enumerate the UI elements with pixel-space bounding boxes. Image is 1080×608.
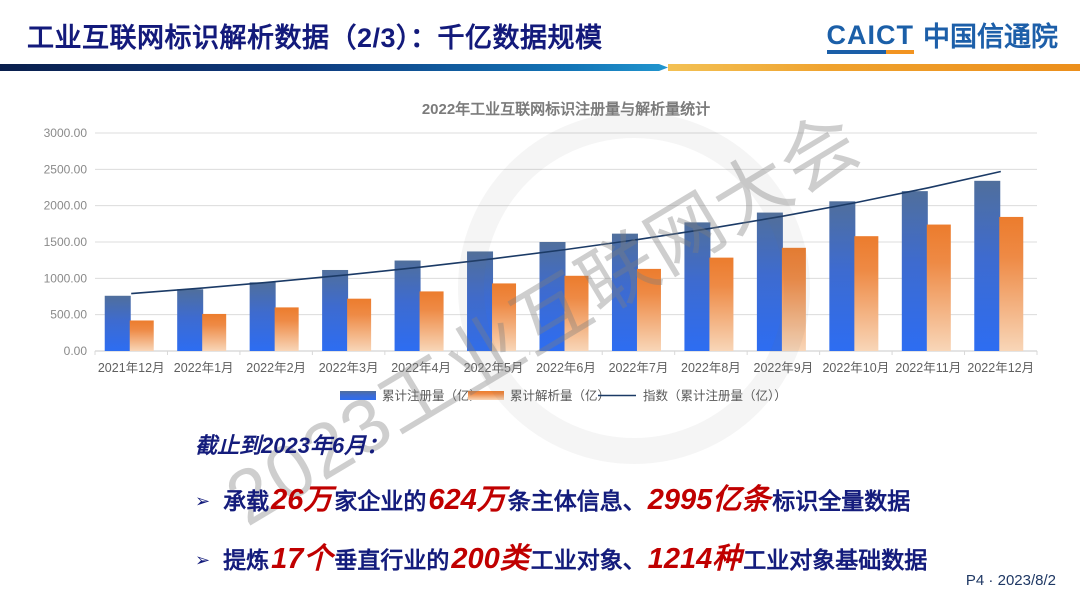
note-text: 承载 bbox=[223, 488, 270, 514]
footer-page-info: P4 · 2023/8/2 bbox=[965, 572, 1056, 589]
note-text: 提炼 bbox=[223, 547, 270, 573]
highlight-number: 26万 bbox=[271, 484, 333, 516]
caict-logo-name: 中国信通院 bbox=[923, 22, 1058, 52]
bar-registration bbox=[394, 260, 421, 351]
x-axis-label: 2021年12月 bbox=[98, 361, 165, 375]
bar-resolution bbox=[926, 224, 951, 351]
highlight-number: 200类 bbox=[451, 543, 529, 575]
y-axis-label: 0.00 bbox=[64, 344, 88, 358]
y-axis-label: 3000.00 bbox=[44, 126, 88, 140]
bar-resolution bbox=[999, 216, 1024, 351]
header: 工业互联网标识解析数据（2/3）：千亿数据规模 CAICT 中国信通院 bbox=[0, 0, 1080, 64]
note-bullet: ➢ 提炼 17个 垂直行业的 200类 工业对象、 1214种 工业对象基础数据 bbox=[195, 535, 927, 577]
x-axis-label: 2022年2月 bbox=[246, 361, 306, 375]
bullet-arrow-icon: ➢ bbox=[195, 491, 211, 511]
notes-section: 截止到2023年6月： ➢ 承载 26万 家企业的 624万 条主体信息、 2995亿条 标识… bbox=[195, 428, 927, 594]
bar-resolution bbox=[274, 307, 299, 351]
bar-resolution bbox=[347, 298, 372, 351]
highlight-number: 624万 bbox=[428, 484, 506, 516]
logo-underline-orange bbox=[886, 50, 914, 54]
notes-heading: 截止到2023年6月： bbox=[195, 433, 389, 458]
note-text: 工业对象基础数据 bbox=[743, 547, 928, 573]
bar-registration bbox=[901, 191, 928, 351]
x-axis-label: 2022年12月 bbox=[967, 361, 1034, 375]
header-divider bbox=[0, 64, 1080, 71]
note-text: 家企业的 bbox=[334, 488, 427, 514]
x-axis-label: 2022年3月 bbox=[319, 361, 379, 375]
bar-resolution bbox=[129, 320, 154, 351]
highlight-number: 1214种 bbox=[647, 543, 742, 575]
page-title: 工业互联网标识解析数据（2/3）：千亿数据规模 bbox=[27, 23, 603, 53]
caict-logo: CAICT 中国信通院 bbox=[826, 20, 1058, 54]
bullet-list: ➢ 承载 26万 家企业的 624万 条主体信息、 2995亿条 标识全量数据 ➢ 提炼 17个 垂直… bbox=[195, 476, 927, 577]
bar-registration bbox=[177, 289, 204, 351]
bar-resolution bbox=[419, 291, 444, 351]
note-text: 条主体信息、 bbox=[507, 488, 646, 514]
watermark-ring bbox=[458, 112, 810, 464]
highlight-number: 2995亿条 bbox=[647, 484, 771, 516]
bullet-arrow-icon: ➢ bbox=[195, 550, 211, 570]
x-axis-label: 2022年1月 bbox=[174, 361, 234, 375]
x-axis-label: 2022年10月 bbox=[822, 361, 889, 375]
bar-registration bbox=[829, 201, 856, 351]
caict-logo-abbr-block: CAICT bbox=[826, 20, 914, 54]
logo-underline-blue bbox=[826, 50, 886, 54]
note-text: 标识全量数据 bbox=[772, 488, 911, 514]
legend-swatch-resolution bbox=[468, 391, 504, 400]
divider-blue-segment bbox=[0, 64, 668, 71]
caict-logo-underline bbox=[826, 50, 914, 54]
x-axis-label: 2022年11月 bbox=[895, 361, 961, 375]
x-axis-label: 2022年4月 bbox=[391, 361, 451, 375]
y-axis-label: 2500.00 bbox=[44, 162, 88, 176]
bar-resolution bbox=[202, 313, 227, 351]
note-bullet: ➢ 承载 26万 家企业的 624万 条主体信息、 2995亿条 标识全量数据 bbox=[195, 476, 927, 518]
divider-orange-segment bbox=[668, 64, 1080, 71]
note-text: 垂直行业的 bbox=[334, 547, 450, 573]
y-axis-label: 1000.00 bbox=[44, 271, 88, 285]
legend-swatch-registration bbox=[340, 391, 376, 400]
bar-resolution bbox=[854, 236, 879, 351]
y-axis-label: 1500.00 bbox=[44, 235, 88, 249]
y-axis-label: 500.00 bbox=[50, 308, 87, 322]
legend-label-registration: 累计注册量（亿） bbox=[382, 388, 482, 403]
caict-logo-text: CAICT bbox=[826, 20, 914, 50]
highlight-number: 17个 bbox=[271, 543, 333, 575]
y-axis-label: 2000.00 bbox=[44, 199, 88, 213]
note-text: 工业对象、 bbox=[530, 547, 646, 573]
bar-registration bbox=[104, 295, 131, 351]
bar-registration bbox=[249, 282, 276, 351]
bar-registration bbox=[322, 269, 349, 351]
bar-registration bbox=[974, 180, 1001, 351]
